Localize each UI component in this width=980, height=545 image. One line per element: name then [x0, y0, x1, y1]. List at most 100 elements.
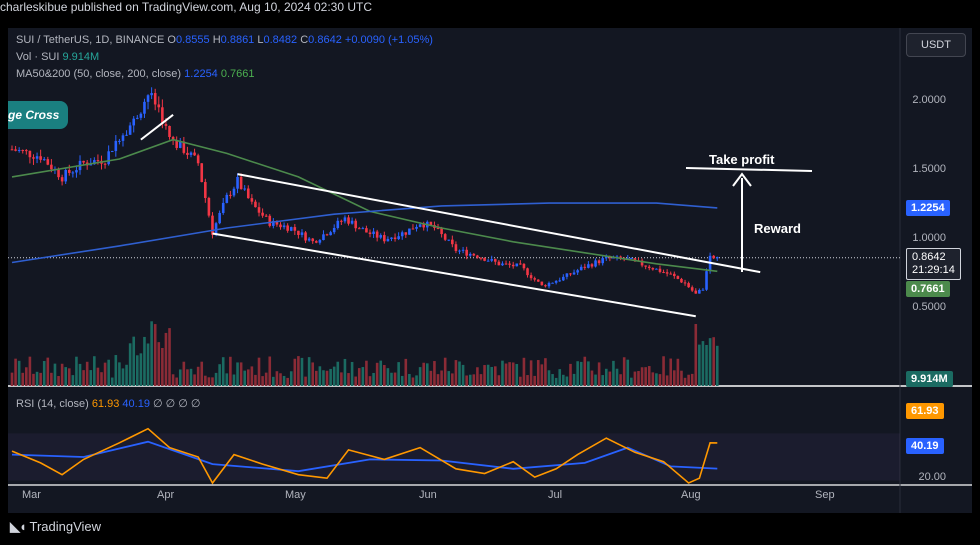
candle-body	[182, 141, 186, 153]
volume-label[interactable]: Vol · SUI	[16, 51, 60, 63]
volume-bar	[161, 347, 164, 386]
rsi-value: 61.93	[91, 398, 120, 410]
volume-bar	[529, 360, 533, 386]
candle-body	[375, 231, 379, 238]
volume-bar	[232, 374, 236, 386]
volume-bar	[357, 368, 361, 386]
volume-bar	[368, 376, 372, 386]
candle-body	[390, 237, 393, 239]
take-profit-line	[685, 167, 813, 172]
rsi-tick-20: 20.00	[918, 471, 946, 483]
volume-bar	[486, 364, 490, 386]
volume-bar	[347, 373, 350, 386]
volume-bar	[100, 372, 103, 386]
candle-body	[655, 268, 658, 270]
volume-bar	[221, 357, 225, 386]
candle-body	[304, 232, 307, 241]
symbol-name[interactable]: SUI / TetherUS, 1D, BINANCE	[16, 34, 165, 46]
volume-bar	[400, 375, 404, 386]
volume-bar	[522, 357, 526, 386]
volume-bar	[436, 374, 440, 386]
volume-bar	[454, 360, 458, 386]
volume-bar	[715, 345, 719, 386]
candle-body	[472, 253, 476, 256]
candle-body	[597, 260, 601, 264]
low-label: L	[257, 34, 264, 46]
volume-bar	[418, 367, 422, 386]
volume-bar	[264, 372, 268, 386]
cross-callout[interactable]: ge Cross	[8, 101, 68, 129]
candle-body	[526, 268, 529, 276]
low-value: 0.8482	[263, 34, 298, 46]
candle-body	[511, 264, 515, 267]
top-marker-line	[140, 114, 174, 141]
candle-body	[218, 212, 221, 224]
ma-label[interactable]: MA50&200 (50, close, 200, close)	[16, 68, 182, 80]
price-tick-2: 2.0000	[912, 94, 946, 106]
cross-callout-label: ge Cross	[8, 108, 60, 122]
volume-bar	[558, 369, 562, 386]
tradingview-logo[interactable]: ◣◖ TradingView	[10, 519, 102, 534]
volume-bar	[690, 373, 694, 386]
candle-body	[533, 278, 536, 280]
volume-bar	[433, 361, 436, 386]
candle-body	[28, 150, 32, 158]
candle-body	[60, 177, 64, 182]
candle-body	[254, 201, 257, 208]
volume-bar	[687, 374, 690, 386]
volume-bar	[447, 371, 451, 386]
volume-bar	[519, 376, 522, 386]
candle-body	[497, 261, 501, 266]
currency-button[interactable]: USDT	[906, 33, 966, 57]
candle-body	[630, 258, 633, 260]
candle-body	[211, 215, 214, 235]
volume-bar	[243, 370, 246, 386]
volume-bar	[683, 377, 687, 386]
volume-bar	[601, 375, 604, 386]
volume-bar	[257, 357, 261, 386]
volume-bar	[626, 359, 630, 386]
rsi-band	[8, 433, 900, 481]
volume-bar	[60, 363, 64, 386]
candle-body	[340, 220, 343, 222]
price-tick-1-5: 1.5000	[912, 163, 946, 175]
volume-bar	[268, 356, 272, 386]
candle-body	[282, 225, 286, 228]
volume-bar	[139, 353, 143, 386]
candle-body	[397, 236, 400, 240]
date-jun: Jun	[419, 489, 437, 501]
tv-logo-icon: ◣◖	[10, 519, 27, 534]
reward-arrow-head	[732, 172, 752, 187]
candle-body	[590, 264, 594, 267]
candle-body	[436, 227, 440, 229]
volume-bar	[311, 362, 315, 386]
candle-body	[422, 224, 425, 228]
ma-green-line	[11, 138, 718, 273]
volume-bar	[67, 368, 71, 386]
chart-panel[interactable]	[8, 28, 972, 513]
candle-body	[118, 140, 121, 142]
volume-bar	[562, 374, 565, 386]
candle-body	[365, 228, 368, 233]
candle-body	[357, 228, 361, 230]
volume-bar	[468, 374, 472, 386]
candle-body	[644, 265, 647, 267]
volume-bar	[390, 372, 393, 386]
volume-bar	[300, 357, 304, 386]
candle-body	[522, 263, 526, 269]
candle-body	[311, 238, 315, 242]
candle-body	[200, 163, 204, 183]
volume-bar	[701, 341, 705, 386]
volume-bar	[157, 342, 161, 386]
open-value: 0.8555	[175, 34, 210, 46]
candle-body	[300, 232, 304, 235]
volume-bar	[178, 369, 182, 386]
candle-body	[658, 268, 662, 272]
volume-bar	[96, 367, 100, 386]
volume-bar	[304, 376, 307, 386]
volume-bar	[705, 344, 708, 386]
candle-body	[604, 256, 608, 259]
rsi-label[interactable]: RSI (14, close)	[16, 398, 89, 410]
ma50-value: 1.2254	[184, 68, 218, 80]
